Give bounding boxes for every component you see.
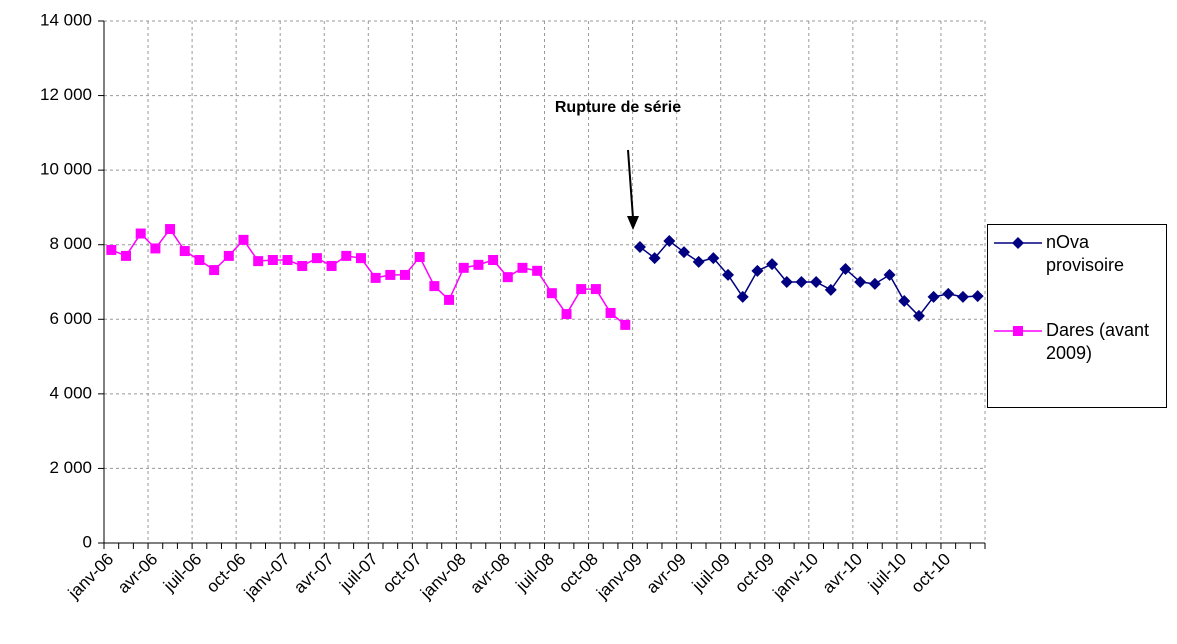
point	[824, 283, 837, 296]
point	[267, 255, 278, 266]
point	[766, 258, 779, 271]
x-tick-label: juil-08	[512, 550, 558, 596]
arrow-head	[627, 216, 639, 230]
point	[883, 268, 896, 281]
point	[898, 295, 911, 308]
legend-marker	[1013, 326, 1023, 336]
point	[795, 276, 808, 288]
x-tick-label: juil-07	[335, 550, 381, 596]
point	[854, 276, 867, 288]
point	[355, 253, 366, 264]
point	[194, 255, 205, 266]
x-tick-label: juil-10	[864, 550, 910, 596]
point	[297, 260, 308, 271]
legend: nOva provisoire Dares (avant 2009)	[987, 224, 1167, 408]
x-tick-label: juil-09	[688, 550, 734, 596]
point	[532, 265, 543, 276]
legend-label: nOva provisoire	[1046, 232, 1125, 275]
point	[971, 290, 984, 303]
point	[868, 277, 881, 290]
point	[633, 240, 646, 253]
point	[736, 290, 749, 303]
point	[150, 243, 161, 254]
point	[106, 244, 117, 255]
x-tick-label: janv-08	[416, 550, 470, 604]
point	[839, 262, 852, 275]
point	[751, 264, 764, 277]
point	[605, 307, 616, 318]
x-tick-label: avr-07	[290, 550, 338, 598]
point	[414, 252, 425, 263]
x-tick-label: avr-08	[466, 550, 514, 598]
point	[502, 272, 513, 283]
x-tick-label: oct-10	[907, 550, 954, 597]
arrow	[627, 149, 634, 219]
y-tick-label: 6 000	[49, 309, 92, 328]
y-tick-label: 10 000	[40, 160, 92, 179]
x-tick-label: juil-06	[159, 550, 205, 596]
point	[370, 272, 381, 283]
x-tick-label: janv-09	[592, 550, 646, 604]
y-tick-label: 2 000	[49, 458, 92, 477]
y-tick-label: 4 000	[49, 383, 92, 402]
x-tick-label: avr-09	[642, 550, 690, 598]
x-tick-label: avr-10	[819, 550, 867, 598]
legend-item: Dares (avant 2009)	[994, 319, 1164, 365]
legend-label: Dares (avant 2009)	[1046, 320, 1150, 363]
y-tick-label: 14 000	[40, 10, 92, 29]
point	[400, 269, 411, 280]
point	[648, 252, 661, 265]
point	[444, 294, 455, 305]
point	[165, 224, 176, 235]
point	[620, 319, 631, 330]
point	[576, 284, 587, 295]
point	[780, 276, 793, 288]
annotation: Rupture de série	[555, 99, 681, 116]
point	[546, 288, 557, 299]
x-tick-label: janv-07	[240, 550, 294, 604]
point	[810, 276, 823, 288]
point	[238, 234, 249, 245]
point	[209, 265, 220, 276]
point	[912, 309, 925, 322]
point	[956, 290, 969, 303]
point	[927, 290, 940, 303]
point	[473, 259, 484, 270]
x-tick-label: avr-06	[114, 550, 162, 598]
point	[722, 268, 735, 281]
point	[179, 246, 190, 257]
point	[253, 256, 264, 267]
point	[590, 284, 601, 295]
point	[458, 262, 469, 273]
x-tick-label: janv-10	[769, 550, 823, 604]
legend-swatch	[994, 326, 1042, 336]
point	[311, 253, 322, 264]
legend-swatch	[994, 237, 1042, 249]
point	[135, 228, 146, 239]
point	[561, 309, 572, 320]
point	[517, 262, 528, 273]
x-tick-label: janv-06	[64, 550, 118, 604]
point	[663, 234, 676, 247]
point	[692, 255, 705, 268]
point	[677, 246, 690, 259]
y-tick-label: 12 000	[40, 85, 92, 104]
legend-item: nOva provisoire	[994, 231, 1164, 277]
point	[385, 269, 396, 280]
point	[429, 281, 440, 292]
y-tick-label: 8 000	[49, 234, 92, 253]
point	[223, 250, 234, 261]
point	[707, 252, 720, 265]
point	[121, 250, 132, 261]
point	[282, 255, 293, 266]
y-tick-label: 0	[83, 532, 92, 551]
point	[488, 255, 499, 266]
point	[942, 287, 955, 300]
point	[326, 260, 337, 271]
legend-marker	[1012, 237, 1024, 249]
point	[341, 250, 352, 261]
